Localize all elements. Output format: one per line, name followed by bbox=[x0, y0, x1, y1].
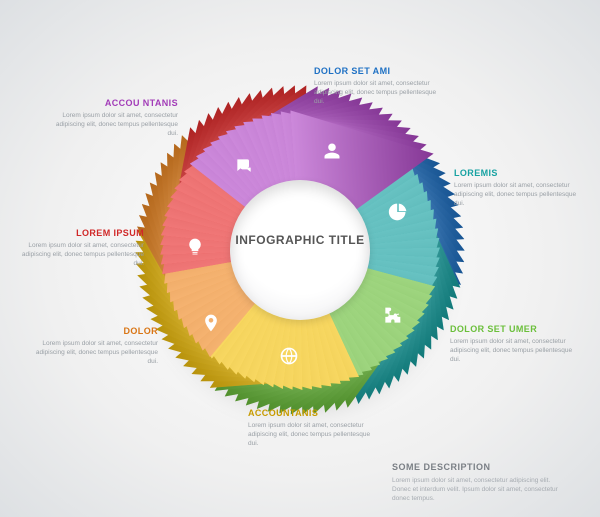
infographic-stage: INFOGRAPHIC TITLE DOLOR SET AMI Lorem ips… bbox=[0, 0, 600, 517]
label-desc: Lorem ipsum dolor sit amet, consectetur … bbox=[48, 111, 178, 138]
globe-icon bbox=[279, 346, 299, 366]
label-title: DOLOR SET UMER bbox=[450, 324, 580, 334]
person-icon bbox=[322, 141, 342, 161]
chat-icon bbox=[234, 156, 254, 176]
label-title: LOREMIS bbox=[454, 168, 584, 178]
label-s4: ACCOUNTANIS Lorem ipsum dolor sit amet, c… bbox=[248, 408, 378, 448]
label-s7: ACCOU NTANIS Lorem ipsum dolor sit amet, … bbox=[48, 98, 178, 138]
label-title: LOREM IPSUM bbox=[14, 228, 144, 238]
label-title: DOLOR SET AMI bbox=[314, 66, 444, 76]
label-s3: DOLOR SET UMER Lorem ipsum dolor sit amet… bbox=[450, 324, 580, 364]
pin-icon bbox=[201, 313, 221, 333]
label-s6: LOREM IPSUM Lorem ipsum dolor sit amet, c… bbox=[14, 228, 144, 268]
label-desc: Lorem ipsum dolor sit amet, consectetur … bbox=[454, 181, 584, 208]
label-desc: Lorem ipsum dolor sit amet, consectetur … bbox=[248, 421, 378, 448]
infographic-title: INFOGRAPHIC TITLE bbox=[232, 233, 368, 247]
hub bbox=[230, 180, 370, 320]
label-desc: Lorem ipsum dolor sit amet, consectetur … bbox=[450, 337, 580, 364]
label-title: ACCOU NTANIS bbox=[48, 98, 178, 108]
label-s1: DOLOR SET AMI Lorem ipsum dolor sit amet,… bbox=[314, 66, 444, 106]
footer-text: Lorem ipsum dolor sit amet, consectetur … bbox=[392, 476, 562, 503]
label-desc: Lorem ipsum dolor sit amet, consectetur … bbox=[28, 339, 158, 366]
bulb-icon bbox=[185, 237, 205, 257]
label-desc: Lorem ipsum dolor sit amet, consectetur … bbox=[314, 79, 444, 106]
pie-icon bbox=[388, 202, 408, 222]
label-title: DOLOR bbox=[28, 326, 158, 336]
label-s5: DOLOR Lorem ipsum dolor sit amet, consect… bbox=[28, 326, 158, 366]
label-title: ACCOUNTANIS bbox=[248, 408, 378, 418]
label-s2: LOREMIS Lorem ipsum dolor sit amet, conse… bbox=[454, 168, 584, 208]
footer-title: SOME DESCRIPTION bbox=[392, 462, 491, 472]
puzzle-icon bbox=[382, 306, 402, 326]
label-desc: Lorem ipsum dolor sit amet, consectetur … bbox=[14, 241, 144, 268]
